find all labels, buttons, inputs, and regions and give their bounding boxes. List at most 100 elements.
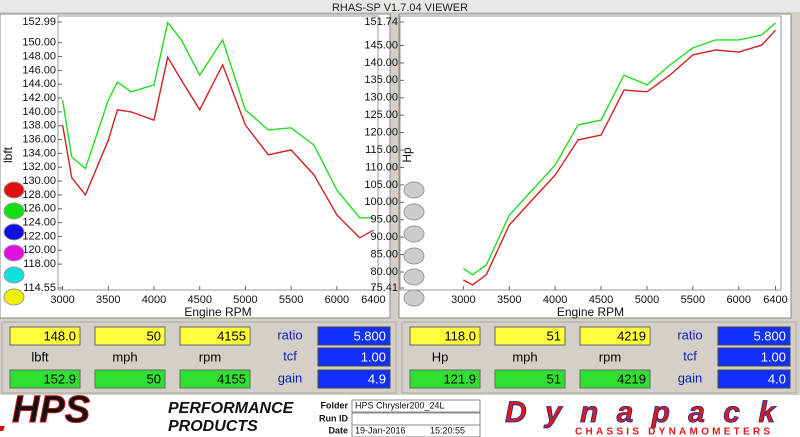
value-box [494, 369, 566, 389]
run-button[interactable] [403, 225, 425, 243]
y-tick-label: 120.00 [364, 127, 398, 139]
y-tick-label: 100.00 [364, 196, 398, 208]
y-tick-label: 145.00 [364, 39, 398, 51]
x-tick-label: 5000 [233, 294, 257, 306]
setting-box [717, 326, 791, 346]
y-tick-label: 124.00 [22, 217, 56, 229]
field-value: 19-Jan-2016 [355, 425, 406, 435]
setting-label: ratio [677, 327, 702, 342]
run-button[interactable] [3, 266, 25, 284]
unit-label: rpm [199, 349, 221, 364]
field-box [351, 412, 481, 426]
y-tick-label: 110.00 [365, 161, 398, 173]
y-tick-label: 135.00 [364, 74, 398, 86]
unit-label: Hp [432, 349, 449, 364]
setting-box [317, 326, 391, 346]
field-box [351, 424, 481, 437]
y-tick-label: 138.00 [22, 120, 56, 132]
setting-box [317, 369, 391, 389]
run-button[interactable] [3, 223, 25, 241]
run-button[interactable] [403, 247, 425, 265]
setting-value: 5.800 [753, 328, 786, 343]
x-tick-label: 5500 [279, 294, 303, 306]
x-tick-label: 5500 [681, 294, 705, 306]
setting-label: ratio [277, 327, 302, 342]
value: 4155 [217, 328, 246, 343]
y-axis-label: lbft [1, 146, 15, 163]
setting-value: 5.800 [353, 328, 386, 343]
title-bar [0, 0, 800, 12]
setting-value: 4.9 [368, 371, 386, 386]
value: 148.0 [43, 328, 76, 343]
run-button[interactable] [403, 181, 425, 199]
setting-value: 4.0 [768, 371, 786, 386]
y-tick-label: 75.41 [370, 282, 398, 294]
x-axis-label: Engine RPM [184, 305, 251, 319]
value-box [409, 369, 481, 389]
setting-value: 1.00 [361, 349, 386, 364]
value: 152.9 [43, 371, 76, 386]
y-tick-label: 148.00 [22, 50, 56, 62]
field-box [351, 399, 481, 413]
value-box [579, 369, 651, 389]
y-tick-label: 126.00 [22, 203, 56, 215]
y-tick-label: 122.00 [22, 230, 56, 242]
run-button[interactable] [3, 202, 25, 220]
value: 121.9 [443, 371, 476, 386]
x-tick-label: 4500 [187, 294, 211, 306]
value: 4219 [617, 328, 646, 343]
unit-label: rpm [599, 349, 621, 364]
y-tick-label: 140.00 [364, 57, 398, 69]
y-tick-label: 95.00 [370, 214, 398, 226]
x-tick-label: 3500 [497, 294, 521, 306]
y-tick-label: 151.74 [364, 16, 398, 28]
y-tick-label: 125.00 [364, 109, 398, 121]
x-tick-label: 4000 [543, 294, 567, 306]
y-tick-label: 105.00 [364, 179, 398, 191]
field-label: Date [328, 425, 348, 435]
setting-value: 1.00 [761, 349, 786, 364]
y-tick-label: 120.00 [22, 244, 56, 256]
x-tick-label: 3000 [451, 294, 475, 306]
x-tick-label: 6000 [325, 294, 349, 306]
x-tick-label: 4000 [142, 294, 166, 306]
setting-box [717, 369, 791, 389]
run-button[interactable] [403, 203, 425, 221]
setting-label: gain [278, 370, 303, 385]
setting-label: tcf [683, 348, 697, 363]
y-tick-label: 136.00 [22, 133, 56, 145]
y-axis-label: Hp [400, 147, 414, 163]
setting-box [317, 347, 391, 367]
value-box [579, 326, 651, 346]
run-button[interactable] [403, 289, 425, 307]
unit-label: mph [112, 349, 137, 364]
value: 118.0 [444, 328, 476, 343]
y-tick-label: 80.00 [370, 266, 398, 278]
run-button[interactable] [3, 181, 25, 199]
unit-label: lbft [31, 349, 49, 364]
value: 51 [547, 328, 561, 343]
field-time: 15:20:55 [430, 425, 465, 435]
x-axis-label: Engine RPM [557, 305, 624, 319]
field-label: Folder [320, 400, 348, 410]
value-box [94, 326, 166, 346]
y-tick-label: 142.00 [22, 92, 56, 104]
y-tick-label: 144.00 [22, 78, 56, 90]
value-box [409, 326, 481, 346]
value-box [179, 369, 251, 389]
series-line [61, 55, 374, 239]
run-button[interactable] [3, 244, 25, 262]
run-button[interactable] [3, 288, 25, 306]
value-box [9, 326, 81, 346]
x-tick-label: 3000 [50, 294, 74, 306]
series-line [462, 22, 776, 276]
value-box [494, 326, 566, 346]
x-tick-label: 5000 [635, 294, 659, 306]
y-tick-label: 115.00 [365, 144, 398, 156]
value-box [179, 326, 251, 346]
plot-area [399, 15, 782, 291]
setting-label: tcf [283, 348, 297, 363]
y-tick-label: 140.00 [22, 106, 56, 118]
run-button[interactable] [403, 268, 425, 286]
